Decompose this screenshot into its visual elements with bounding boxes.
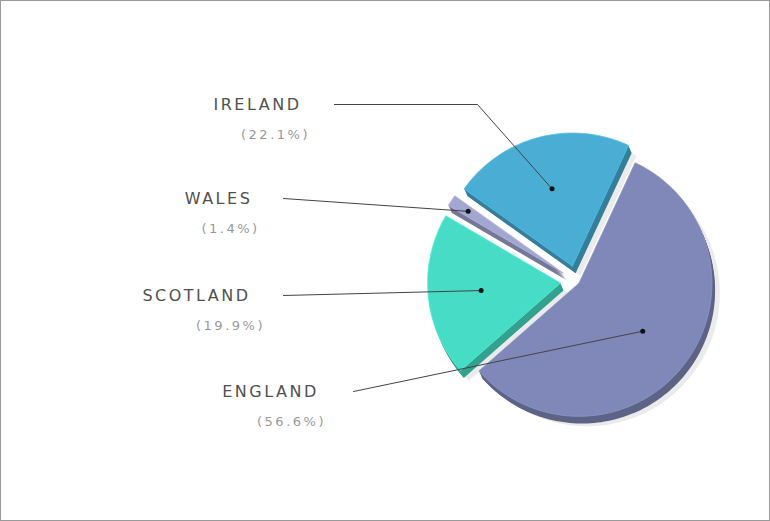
svg-text:IRELAND: IRELAND <box>214 95 302 114</box>
svg-text:SCOTLAND: SCOTLAND <box>142 286 250 305</box>
svg-text:(22.1%): (22.1%) <box>241 127 310 142</box>
svg-text:(19.9%): (19.9%) <box>196 318 265 333</box>
svg-text:(56.6%): (56.6%) <box>257 414 326 429</box>
svg-text:WALES: WALES <box>185 189 253 208</box>
svg-text:ENGLAND: ENGLAND <box>222 382 319 401</box>
svg-text:(1.4%): (1.4%) <box>201 221 259 236</box>
